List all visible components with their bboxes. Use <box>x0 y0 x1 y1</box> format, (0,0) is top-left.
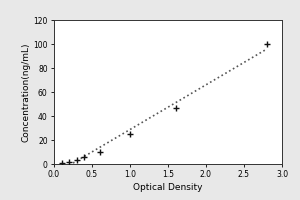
X-axis label: Optical Density: Optical Density <box>133 183 203 192</box>
Y-axis label: Concentration(ng/mL): Concentration(ng/mL) <box>22 42 31 142</box>
